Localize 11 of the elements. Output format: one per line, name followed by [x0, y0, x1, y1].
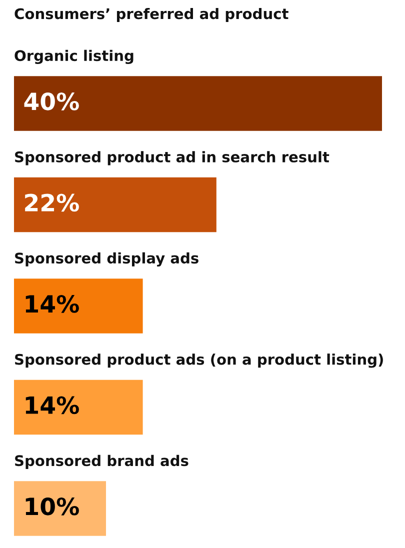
y-tick-label: Sponsored product ads (on a product listing) — [15, 354, 383, 368]
data-label: 22% — [25, 194, 79, 212]
data-label: 40% — [24, 92, 79, 110]
y-tick-label: Sponsored brand ads — [15, 454, 188, 469]
data-label: 14% — [26, 396, 79, 414]
y-tick-label: Organic listing — [14, 50, 134, 64]
chart-title: Consumers’ preferred ad product — [14, 8, 288, 22]
y-tick-label: Sponsored display ads — [15, 252, 198, 267]
data-label: 14% — [26, 295, 79, 313]
data-label: 10% — [26, 498, 79, 516]
y-tick-label: Sponsored product ad in search result — [15, 151, 330, 166]
